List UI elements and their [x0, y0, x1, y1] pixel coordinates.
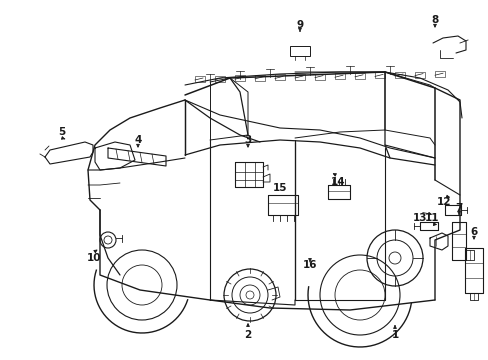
Text: 15: 15 — [272, 183, 286, 193]
Bar — [235, 75, 244, 81]
Text: 3: 3 — [244, 135, 251, 145]
Bar — [294, 74, 305, 80]
Text: 10: 10 — [86, 253, 101, 263]
Bar — [374, 72, 384, 78]
Bar — [195, 76, 204, 82]
Bar — [334, 73, 345, 79]
Text: 2: 2 — [244, 330, 251, 340]
Bar — [434, 71, 444, 77]
Text: 13: 13 — [412, 213, 427, 223]
Bar — [289, 46, 309, 56]
Text: 12: 12 — [436, 197, 450, 207]
Bar — [314, 73, 325, 80]
Text: 7: 7 — [454, 203, 462, 213]
Text: 11: 11 — [424, 213, 438, 223]
Text: 14: 14 — [330, 177, 345, 187]
Bar — [254, 75, 264, 81]
Bar — [354, 73, 364, 79]
Text: 6: 6 — [469, 227, 477, 237]
Bar — [274, 75, 285, 80]
Text: 5: 5 — [58, 127, 65, 137]
Bar — [215, 76, 224, 82]
Text: 4: 4 — [134, 135, 142, 145]
Text: 1: 1 — [390, 330, 398, 340]
Text: 16: 16 — [302, 260, 317, 270]
Text: 8: 8 — [430, 15, 438, 25]
Text: 9: 9 — [296, 20, 303, 30]
Bar — [394, 72, 404, 78]
Bar — [414, 72, 424, 78]
